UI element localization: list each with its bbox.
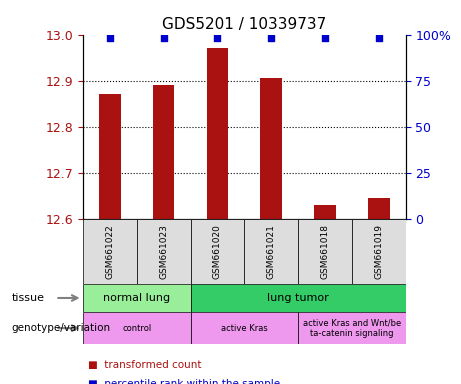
- Text: GSM661019: GSM661019: [374, 224, 383, 279]
- Point: [160, 35, 167, 41]
- Text: GSM661018: GSM661018: [320, 224, 330, 279]
- Title: GDS5201 / 10339737: GDS5201 / 10339737: [162, 17, 326, 32]
- Bar: [83, 312, 190, 344]
- Point: [214, 35, 221, 41]
- Text: normal lung: normal lung: [103, 293, 170, 303]
- Bar: [190, 284, 406, 312]
- Bar: [83, 284, 190, 312]
- Bar: [244, 219, 298, 284]
- Point: [375, 35, 383, 41]
- Bar: [314, 205, 336, 219]
- Point: [106, 35, 113, 41]
- Bar: [190, 219, 244, 284]
- Text: genotype/variation: genotype/variation: [12, 323, 111, 333]
- Bar: [137, 219, 190, 284]
- Text: GSM661020: GSM661020: [213, 224, 222, 279]
- Text: active Kras: active Kras: [221, 324, 268, 333]
- Bar: [190, 312, 298, 344]
- Bar: [298, 312, 406, 344]
- Text: tissue: tissue: [12, 293, 45, 303]
- Bar: [153, 85, 174, 219]
- Bar: [207, 48, 228, 219]
- Bar: [368, 198, 390, 219]
- Bar: [83, 219, 137, 284]
- Point: [267, 35, 275, 41]
- Text: ■  percentile rank within the sample: ■ percentile rank within the sample: [88, 379, 280, 384]
- Point: [321, 35, 329, 41]
- Bar: [352, 219, 406, 284]
- Text: GSM661021: GSM661021: [267, 224, 276, 279]
- Text: control: control: [122, 324, 151, 333]
- Bar: [260, 78, 282, 219]
- Text: ■  transformed count: ■ transformed count: [88, 360, 201, 370]
- Text: GSM661022: GSM661022: [106, 224, 114, 279]
- Bar: [99, 94, 121, 219]
- Text: GSM661023: GSM661023: [159, 224, 168, 279]
- Bar: [298, 219, 352, 284]
- Text: active Kras and Wnt/be
ta-catenin signaling: active Kras and Wnt/be ta-catenin signal…: [303, 318, 401, 338]
- Text: lung tumor: lung tumor: [267, 293, 329, 303]
